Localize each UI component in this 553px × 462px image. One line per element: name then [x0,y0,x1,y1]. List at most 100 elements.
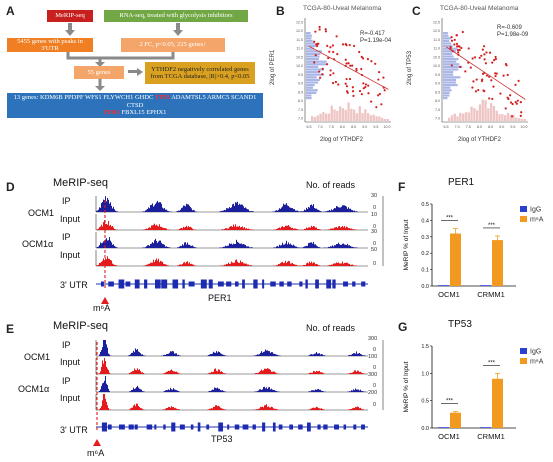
ip-coverage-bar [246,208,247,212]
input-coverage-bar [102,400,103,410]
input-coverage-bar [234,226,235,230]
input-coverage-bar [163,263,164,266]
input-coverage-bar [328,229,329,230]
ip-coverage-bar [232,244,233,248]
scatter-point [336,53,339,56]
ip-coverage-bar [107,197,108,212]
input-coverage-bar [227,228,228,230]
scatter-c-ylabel: 2log of TP53 [407,51,413,85]
y-tick-label: 12.0 [296,29,303,33]
ip-coverage-bar [152,203,153,212]
scatter-point [450,64,453,67]
scatter-point [472,80,475,83]
ip-coverage-bar [304,246,305,248]
ip-coverage-bar [103,241,104,248]
input-coverage-bar [108,258,109,266]
gene-exon [146,424,153,430]
ip-coverage-bar [338,207,339,212]
input-coverage-bar [141,372,142,374]
x-histogram-bar [520,119,524,121]
ip-coverage-bar [108,199,109,212]
ip-coverage-bar [289,244,290,248]
input-coverage-bar [351,408,352,410]
ip-coverage-bar [155,203,156,212]
input-coverage-bar [237,226,238,230]
ip-coverage-bar [249,211,250,212]
ip-coverage-bar [356,211,357,212]
track-d-scale-6: 0 [373,241,377,247]
ip-coverage-bar [280,208,281,212]
ip-coverage-bar [186,244,187,248]
ip-coverage-bar [314,244,315,248]
ip-coverage-bar [352,210,353,212]
ip-coverage-bar [183,205,184,212]
scatter-point [377,78,380,81]
scatter-point [329,46,332,49]
ip-coverage-bar [271,352,272,356]
scatter-point [455,42,459,45]
ip-coverage-bar [292,208,293,212]
input-coverage-bar [249,229,250,230]
ip-coverage-bar [361,390,362,392]
ip-coverage-bar [187,204,188,212]
input-coverage-bar [220,371,221,374]
input-coverage-bar [223,409,224,410]
input-coverage-bar [293,264,294,266]
scatter-point [382,76,385,79]
y-histogram-bar [443,84,458,87]
input-coverage-bar [241,262,242,266]
ip-coverage-bar [310,391,311,392]
panel-label-b: B [276,4,285,18]
gene-exon [343,424,347,430]
ip-coverage-bar [166,246,167,248]
input-coverage-bar [138,405,139,410]
gene-exon [317,424,321,430]
ip-coverage-bar [243,243,244,248]
x-tick-label: 8.5 [351,125,356,129]
input-coverage-bar [266,404,267,410]
y-histogram-bar [443,50,457,53]
ip-coverage-bar [142,391,143,392]
ip-coverage-bar [176,211,177,212]
input-coverage-bar [112,226,113,230]
input-coverage-bar [177,265,178,266]
input-coverage-bar [140,371,141,374]
input-coverage-bar [135,369,136,374]
scatter-point [471,57,474,60]
scatter-point [483,45,486,48]
ip-coverage-bar [274,390,275,392]
ip-coverage-bar [224,246,225,248]
x-tick-label: 10.0 [384,125,391,129]
input-coverage-bar [282,226,283,230]
input-coverage-bar [174,408,175,410]
track-e-input1: Input [60,357,81,367]
ip-coverage-bar [273,390,274,392]
ip-coverage-bar [309,355,310,356]
input-coverage-bar [171,406,172,410]
scatter-point [474,90,478,93]
input-coverage-bar [164,264,165,266]
input-coverage-bar [295,264,296,266]
input-coverage-bar [167,408,168,410]
input-coverage-bar [355,370,356,374]
ip-coverage-bar [301,211,302,212]
input-coverage-bar [170,407,171,410]
ip-coverage-bar [96,210,97,212]
gene-exon [179,424,185,430]
ip-coverage-bar [247,246,248,248]
ip-coverage-bar [102,201,103,212]
input-coverage-bar [268,406,269,410]
gene-exon [279,281,284,287]
gene-exon [289,424,293,430]
ip-coverage-bar [215,352,216,356]
input-coverage-bar [147,228,148,230]
input-coverage-bar [130,372,131,374]
bar-y-tick-label: 0.5 [421,202,429,208]
ip-coverage-bar [268,350,269,356]
ip-coverage-bar [331,209,332,212]
input-coverage-bar [178,265,179,266]
track-d-scale-3: 10 [371,212,378,218]
ip-coverage-bar [131,390,132,392]
ip-coverage-bar [266,387,267,392]
ip-coverage-bar [194,247,195,248]
